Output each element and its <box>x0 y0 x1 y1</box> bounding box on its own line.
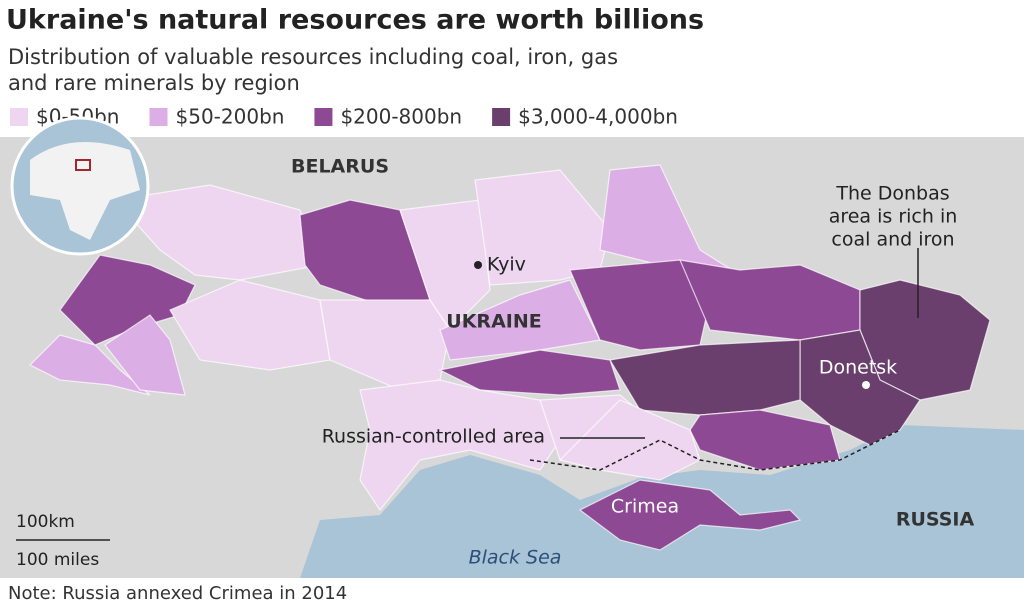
globe <box>10 116 150 256</box>
legend-swatch <box>314 108 333 126</box>
annotation: coal and iron <box>831 229 954 251</box>
legend-label: $200-800bn <box>340 105 462 129</box>
region <box>399 199 491 331</box>
region <box>359 379 561 512</box>
scale-label: 100 miles <box>16 550 99 570</box>
annotation: The Donbas <box>835 183 949 205</box>
country-label: RUSSIA <box>896 509 975 531</box>
region <box>558 399 701 481</box>
subtitle: Distribution of valuable resources inclu… <box>8 45 618 69</box>
regions <box>28 164 991 551</box>
note: Note: Russia annexed Crimea in 2014 <box>8 583 347 604</box>
map: BELARUS UKRAINE RUSSIA Kyiv Donetsk Crim… <box>0 116 1024 578</box>
city-dot <box>474 261 482 269</box>
scale-label: 100km <box>16 512 75 532</box>
sea-label: Black Sea <box>469 547 562 569</box>
control-line <box>529 429 901 471</box>
country-label: UKRAINE <box>446 311 541 333</box>
city-dot <box>862 381 870 389</box>
city-label: Donetsk <box>819 357 897 379</box>
annotation: Russian-controlled area <box>322 426 545 448</box>
legend-label: $3,000-4,000bn <box>518 105 678 129</box>
legend-label: $50-200bn <box>176 105 285 129</box>
title: Ukraine's natural resources are worth bi… <box>6 5 704 36</box>
legend-swatch <box>149 108 168 126</box>
legend-swatch <box>492 108 511 126</box>
region <box>609 339 801 416</box>
region <box>578 479 802 551</box>
region <box>799 329 921 446</box>
country-label: BELARUS <box>291 156 389 178</box>
region <box>59 254 196 346</box>
region <box>113 184 321 281</box>
legend-swatch <box>10 108 28 126</box>
region <box>104 314 186 396</box>
legend: $0-50bn $50-200bn $200-800bn $3,000-4,000bn <box>10 105 678 129</box>
subtitle: and rare minerals by region <box>8 71 300 95</box>
area-label: Crimea <box>611 496 679 518</box>
annotation: area is rich in <box>829 206 958 228</box>
city-label: Kyiv <box>487 254 526 276</box>
